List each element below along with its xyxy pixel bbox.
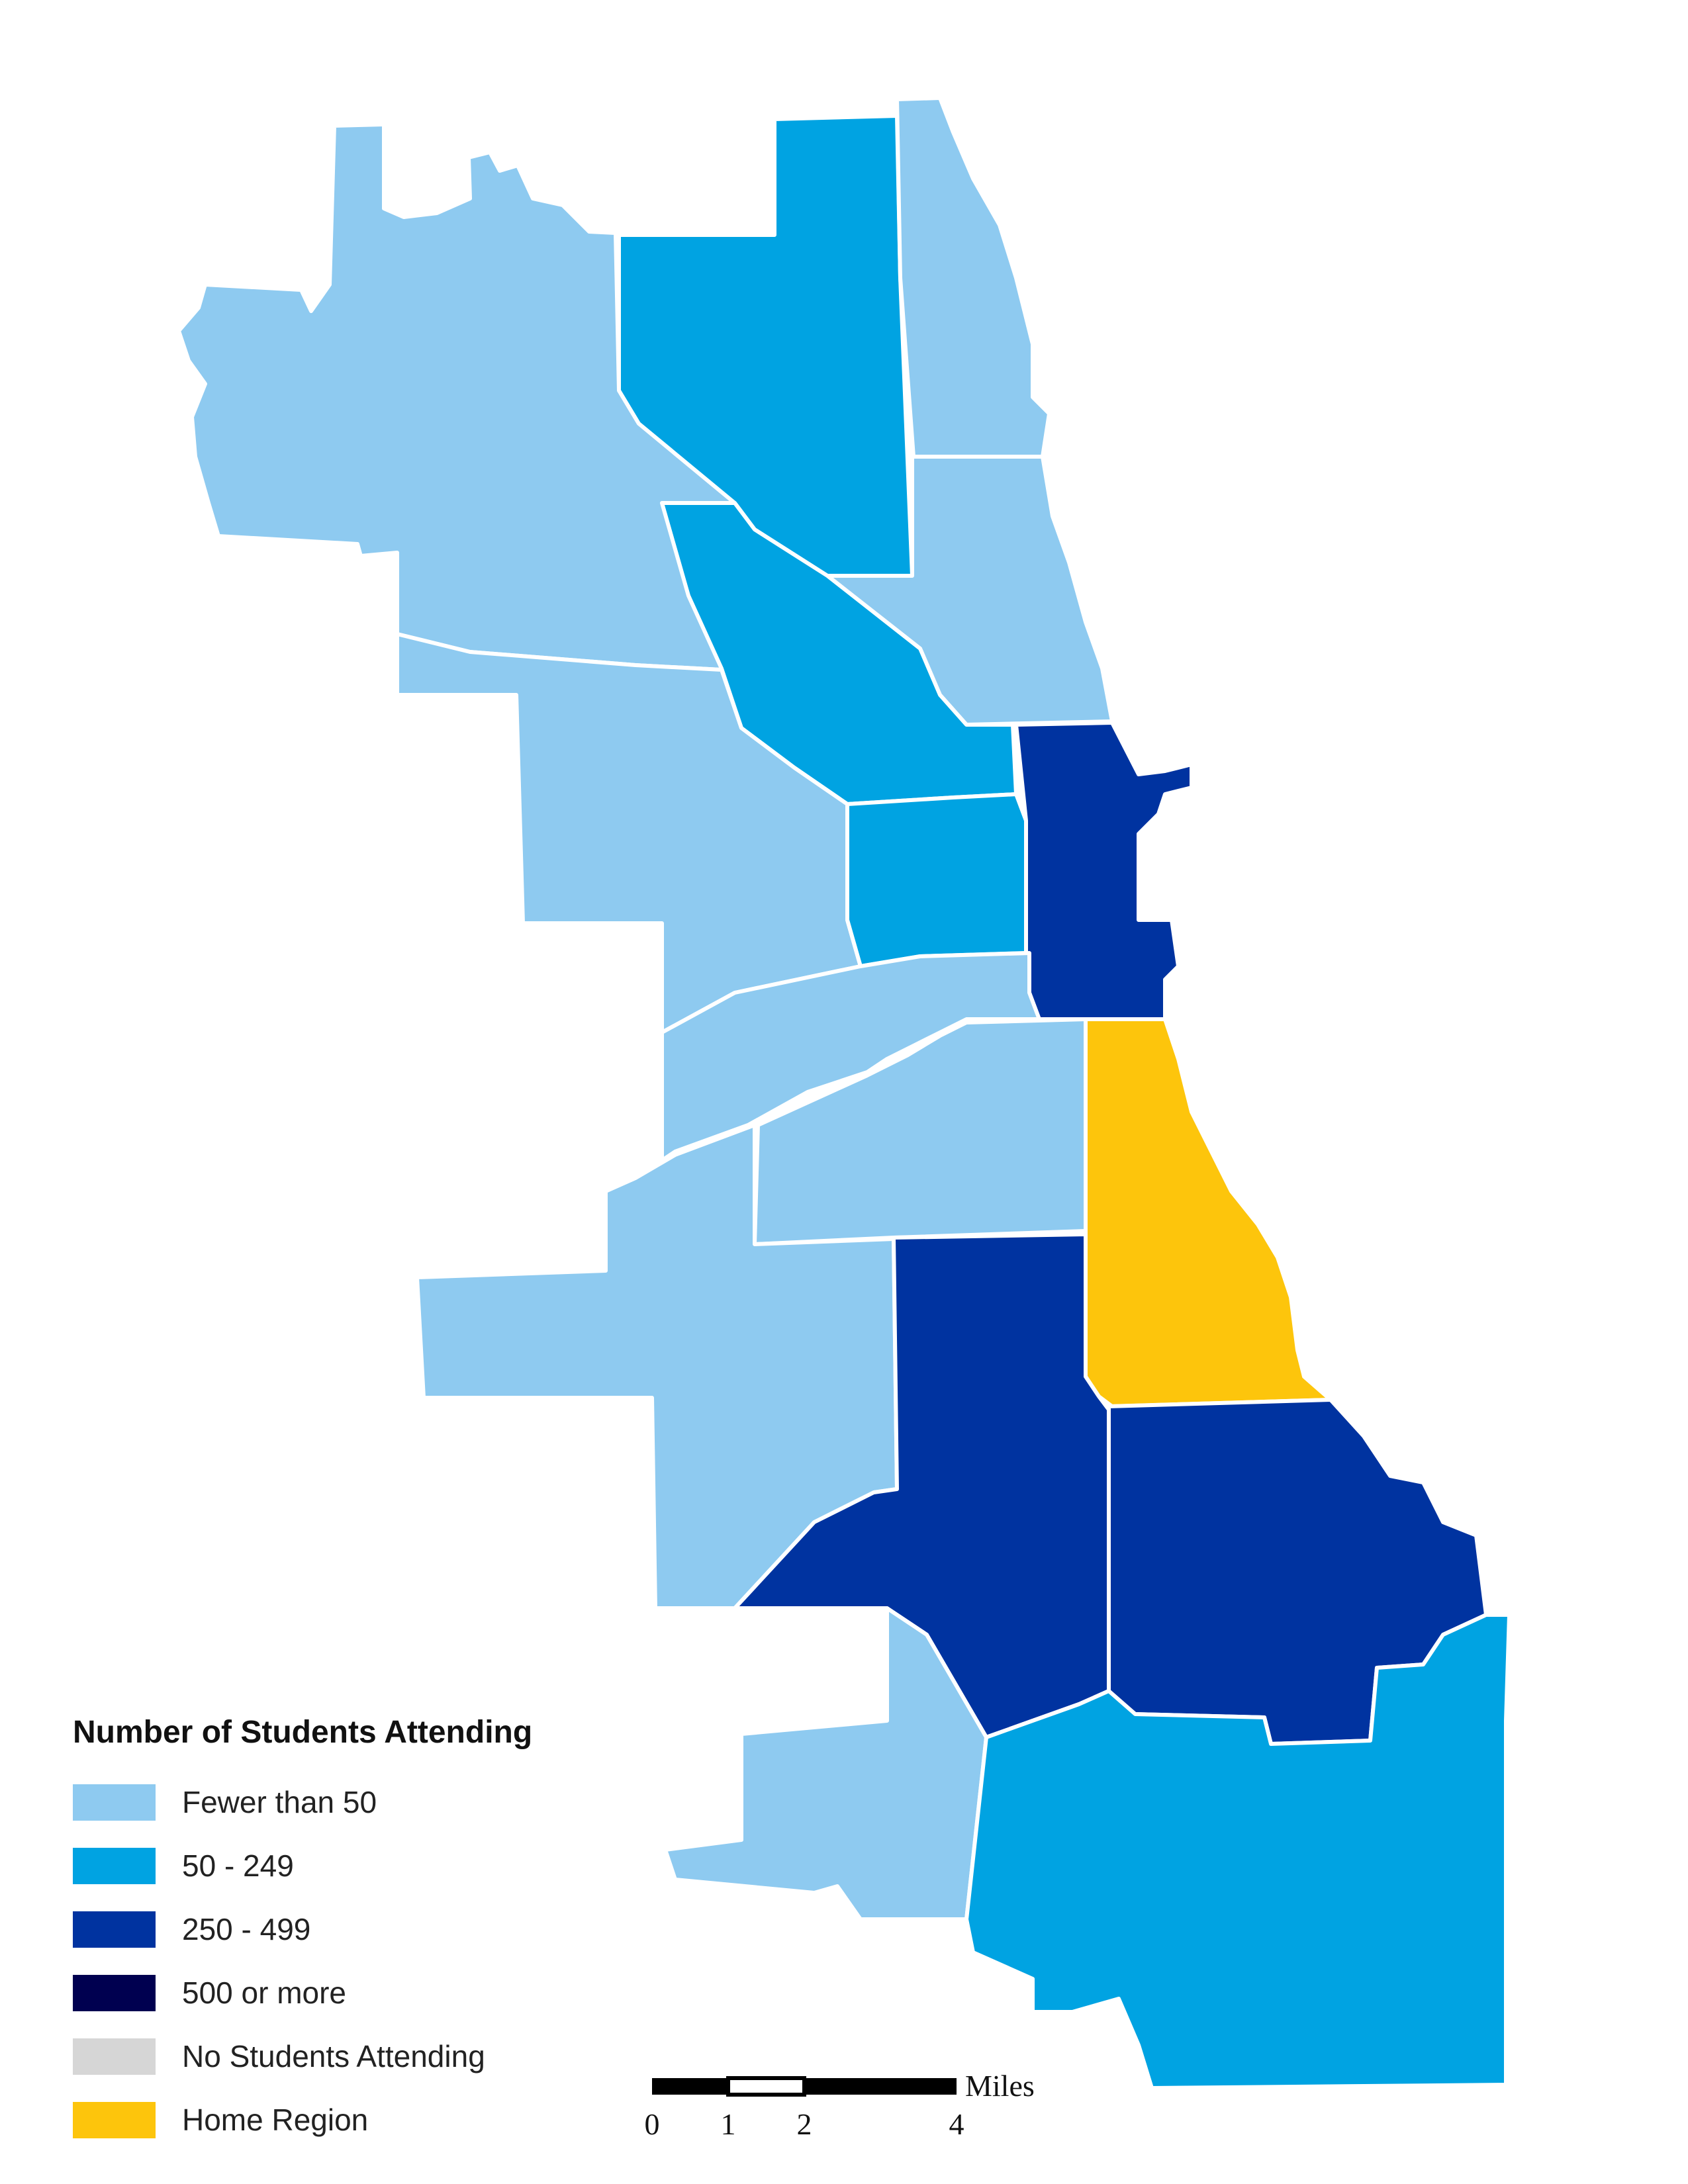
region-central-downtown[interactable] — [1014, 721, 1194, 1021]
legend-item-fewer-than-50: Fewer than 50 — [73, 1770, 602, 1834]
legend-swatch — [73, 1784, 156, 1821]
legend-swatch — [73, 1911, 156, 1948]
legend-swatch — [73, 2101, 156, 2138]
legend-label: No Students Attending — [182, 2039, 485, 2073]
legend-item-no-students: No Students Attending — [73, 2025, 602, 2088]
scale-tick-0: 0 — [645, 2107, 660, 2141]
legend-item-250-499: 250 - 499 — [73, 1897, 602, 1961]
legend: Number of Students Attending Fewer than … — [73, 1714, 602, 2152]
legend-item-home-region: Home Region — [73, 2088, 602, 2152]
legend-label: Fewer than 50 — [182, 1785, 377, 1819]
scale-segment-2-4 — [804, 2078, 957, 2095]
legend-swatch — [73, 1847, 156, 1884]
region-far-south-east[interactable] — [964, 1613, 1511, 2090]
region-south-side-lakefront[interactable] — [1084, 1017, 1333, 1408]
legend-title: Number of Students Attending — [73, 1715, 533, 1750]
legend-swatch — [73, 2038, 156, 2075]
legend-label: Home Region — [182, 2103, 369, 2137]
legend-label: 250 - 499 — [182, 1912, 311, 1946]
legend-item-500-or-more: 500 or more — [73, 1961, 602, 2025]
scale-tick-1: 1 — [721, 2107, 736, 2141]
region-far-north-lakefront[interactable] — [895, 96, 1051, 459]
legend-swatch — [73, 1974, 156, 2011]
legend-label: 50 - 249 — [182, 1848, 294, 1883]
region-far-south-west-small[interactable] — [663, 1606, 988, 1921]
region-near-west-central[interactable] — [845, 792, 1028, 968]
legend-label: 500 or more — [182, 1976, 347, 2010]
region-southwest-diagonal[interactable] — [633, 951, 1041, 1180]
scale-tick-2: 2 — [797, 2107, 812, 2141]
scale-tick-4: 4 — [949, 2107, 964, 2141]
legend-item-50-249: 50 - 249 — [73, 1834, 602, 1897]
scale-bar: Miles 0 1 2 4 — [645, 2069, 1035, 2141]
scale-unit-label: Miles — [965, 2069, 1035, 2103]
scale-segment-0-1 — [652, 2078, 728, 2095]
scale-segment-1-2 — [726, 2076, 806, 2097]
